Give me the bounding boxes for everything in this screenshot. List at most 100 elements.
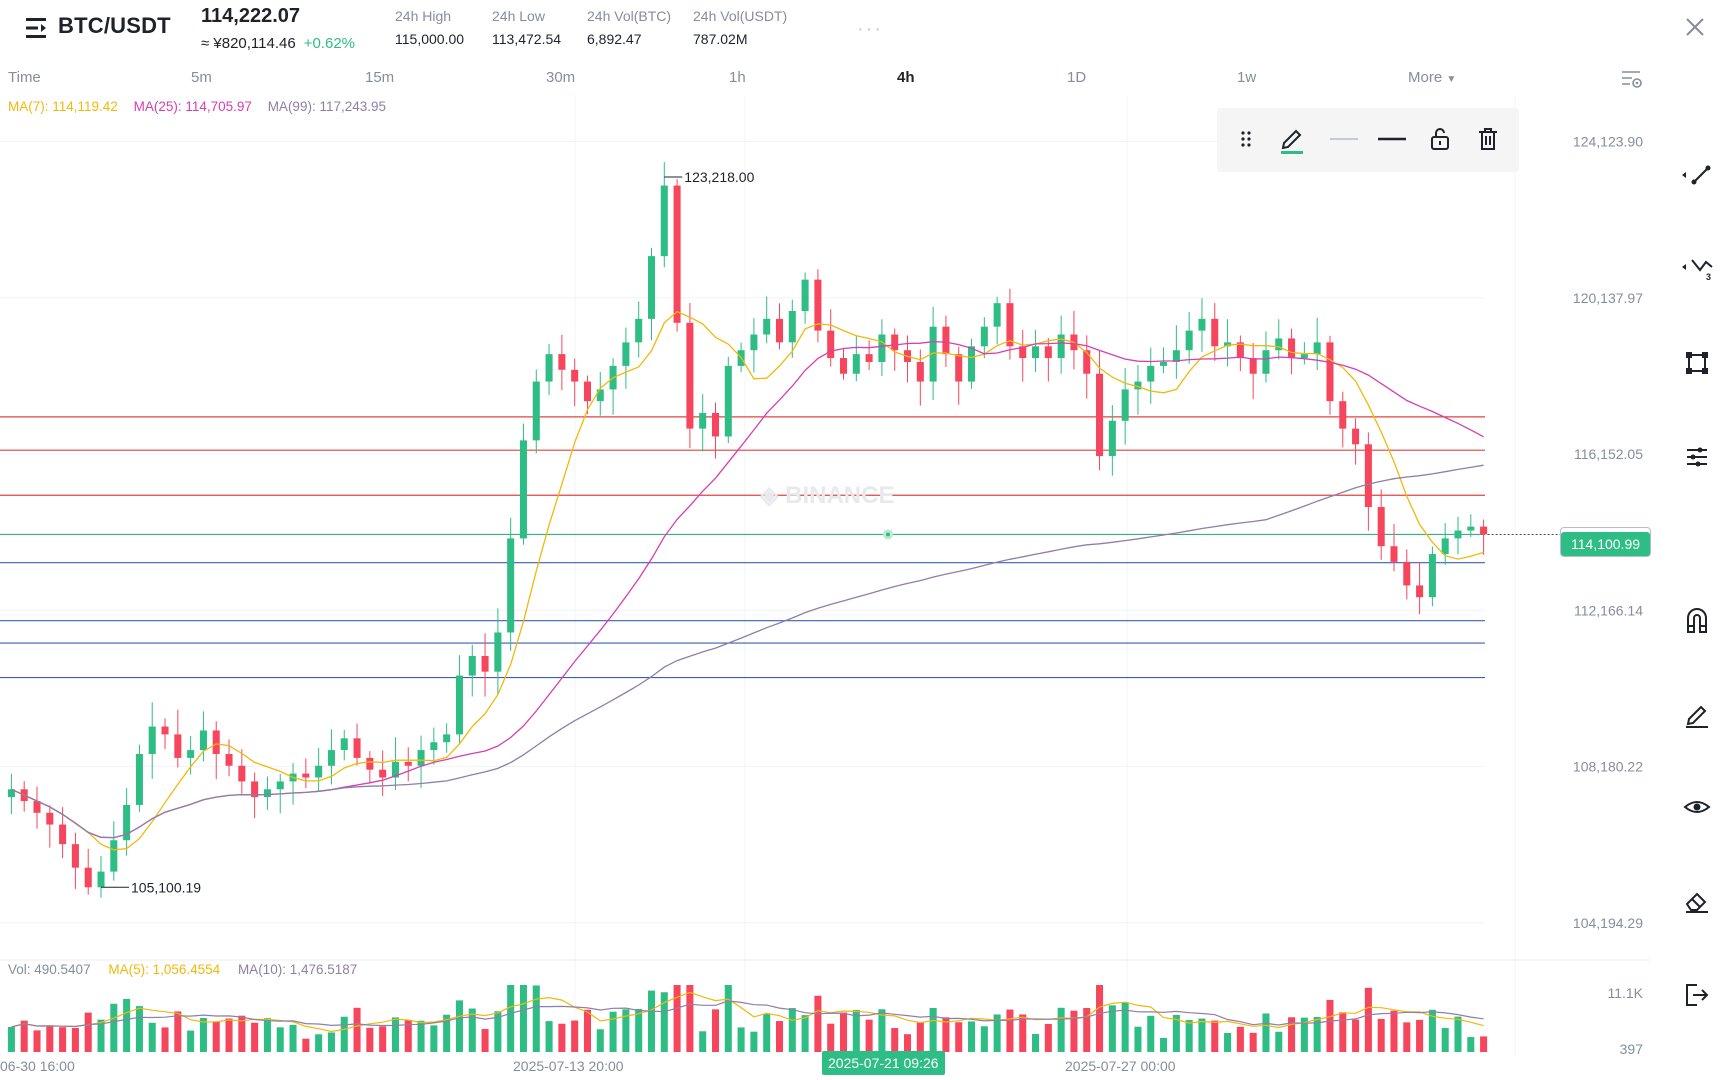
- tab-5m[interactable]: 5m: [191, 69, 212, 86]
- volume-bar: [801, 1015, 809, 1052]
- volume-bar: [430, 1025, 438, 1052]
- candle-body: [1108, 420, 1116, 457]
- volume-bar: [135, 1006, 143, 1052]
- candle-body: [1390, 546, 1398, 562]
- tab-30m[interactable]: 30m: [546, 69, 576, 86]
- unlock-icon[interactable]: [1423, 122, 1457, 156]
- tab-4h[interactable]: 4h: [897, 69, 915, 86]
- candles-group: [7, 162, 1488, 898]
- tab-1d[interactable]: 1D: [1067, 69, 1087, 86]
- volume-bar: [1172, 1014, 1180, 1052]
- candle-body: [199, 730, 207, 751]
- candle-body: [507, 538, 515, 633]
- magnet-tool[interactable]: [1680, 603, 1714, 637]
- candle-body: [1339, 401, 1347, 429]
- stat-label: 24h Low: [492, 8, 545, 24]
- volume-bar: [622, 1009, 630, 1052]
- stat-value: 115,000.00: [395, 31, 465, 47]
- candle-body: [1211, 318, 1219, 347]
- y-axis-label: 108,180.22: [1573, 759, 1643, 775]
- exit-tool[interactable]: [1680, 978, 1714, 1012]
- drag-dots-icon[interactable]: ···: [857, 18, 883, 40]
- ma7-line: [11, 310, 1484, 851]
- candle-body: [494, 632, 502, 672]
- ma25-value: MA(25): 114,705.97: [133, 99, 252, 114]
- tab-1w[interactable]: 1w: [1237, 69, 1257, 86]
- candle-body: [1044, 346, 1052, 359]
- ma-legend: MA(7): 114,119.42 MA(25): 114,705.97 MA(…: [8, 99, 398, 114]
- drag-handle-icon[interactable]: [1229, 122, 1263, 156]
- candle-body: [1441, 538, 1449, 555]
- candle-body: [391, 761, 399, 778]
- volume-bar: [1147, 1015, 1155, 1052]
- candle-body: [891, 334, 899, 351]
- candle-body: [1454, 530, 1462, 539]
- menu-icon[interactable]: [26, 17, 50, 39]
- volume-bar: [507, 985, 515, 1052]
- trash-icon[interactable]: [1471, 122, 1505, 156]
- indicator-tool[interactable]: [1680, 440, 1714, 474]
- candle-body: [1467, 526, 1475, 531]
- tab-time[interactable]: Time: [8, 69, 41, 86]
- price-tag-outline: [1560, 527, 1651, 557]
- volume-bar: [276, 1027, 284, 1052]
- volume-bar: [1032, 1033, 1040, 1052]
- fib-tool[interactable]: 3: [1680, 252, 1714, 286]
- volume-ma10-line: [11, 1000, 1484, 1028]
- volume-bar: [558, 1023, 566, 1052]
- volume-bar: [174, 1011, 182, 1052]
- volume-bar: [968, 1021, 976, 1052]
- line-style-thin-icon[interactable]: [1327, 122, 1361, 156]
- volume-bar: [878, 1009, 886, 1052]
- volume-axis-label: 11.1K: [1607, 985, 1643, 1001]
- price-chart[interactable]: 124,123.90 120,137.97 116,152.05 112,166.14…: [0, 95, 1650, 1070]
- candle-body: [852, 354, 860, 374]
- pair-symbol[interactable]: BTC/USDT: [58, 13, 171, 38]
- volume-bar: [1428, 1009, 1436, 1052]
- y-axis-label: 120,137.97: [1573, 290, 1643, 306]
- indicator-icon: [1687, 447, 1707, 467]
- candle-body: [443, 734, 451, 743]
- line-style-thick-icon[interactable]: [1375, 122, 1409, 156]
- stat-value: 6,892.47: [587, 31, 642, 47]
- volume-bar: [1275, 1031, 1283, 1052]
- shape-tool[interactable]: [1680, 346, 1714, 380]
- volume-bar: [1083, 1008, 1091, 1052]
- volume-bar: [1070, 1010, 1078, 1052]
- candle-body: [187, 750, 195, 758]
- stat-24h-high: 24h High 115,000.00: [395, 8, 464, 47]
- close-icon[interactable]: [1680, 12, 1710, 42]
- tab-1h[interactable]: 1h: [729, 69, 746, 86]
- tab-more[interactable]: More ▼: [1408, 69, 1456, 86]
- volume-bar: [609, 1011, 617, 1052]
- tab-15m[interactable]: 15m: [365, 69, 395, 86]
- volume-bar: [417, 1020, 425, 1052]
- candle-body: [161, 726, 169, 735]
- stat-label: 24h Vol(BTC): [587, 8, 672, 24]
- pen-tool[interactable]: [1680, 697, 1714, 731]
- eraser-tool[interactable]: [1680, 884, 1714, 918]
- volume-bar: [1467, 1037, 1475, 1052]
- trendline-tool[interactable]: [1680, 158, 1714, 192]
- volume-bar: [993, 1014, 1001, 1052]
- candle-body: [84, 867, 92, 888]
- volume-bar: [391, 1017, 399, 1052]
- y-axis-label: 116,152.05: [1574, 446, 1643, 462]
- candle-body: [647, 256, 656, 319]
- volume-ma10: MA(10): 1,476.5187: [237, 962, 358, 977]
- volume-bar: [71, 1027, 79, 1052]
- visibility-tool[interactable]: [1680, 790, 1714, 824]
- chart-settings-icon[interactable]: [1620, 68, 1644, 90]
- candle-body: [980, 326, 988, 347]
- pencil-icon[interactable]: [1275, 122, 1309, 156]
- eraser-icon: [1685, 892, 1708, 913]
- volume-bar: [699, 1031, 707, 1052]
- candle-body: [673, 185, 681, 323]
- volume-bar: [980, 1026, 988, 1052]
- volume-bar: [763, 1013, 771, 1052]
- volume-bar: [891, 1028, 899, 1052]
- volume-bar: [443, 1014, 451, 1052]
- volume-bar: [379, 1026, 387, 1052]
- watermark-logo: ◈ BINANCE: [759, 482, 894, 509]
